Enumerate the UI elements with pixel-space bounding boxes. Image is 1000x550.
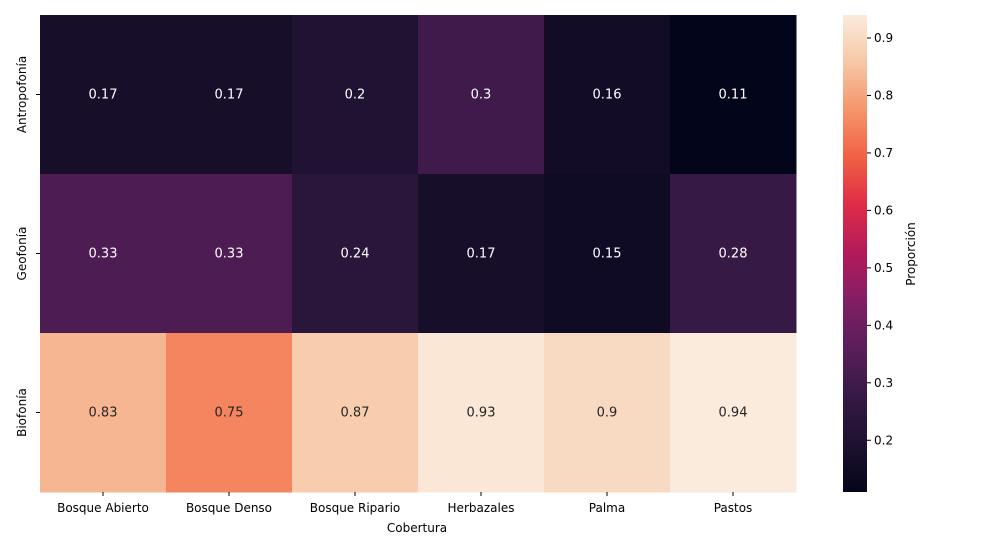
x-tick-label: Bosque Ripario — [310, 501, 401, 515]
colorbar-tick-label: 0.2 — [874, 433, 893, 447]
heatmap-cell — [292, 15, 419, 175]
cell-value-label: 0.17 — [89, 88, 118, 103]
x-axis: Bosque Abierto Bosque Denso Bosque Ripario… — [57, 492, 752, 515]
x-tick-label: Palma — [589, 501, 625, 515]
heatmap-cell — [40, 333, 167, 493]
y-tick-label: Geofonía — [15, 227, 29, 281]
heatmap-cell — [544, 333, 671, 493]
heatmap-cell — [418, 174, 545, 334]
colorbar-tick-label: 0.4 — [874, 318, 893, 332]
cell-value-label: 0.93 — [467, 406, 496, 421]
cell-value-label: 0.33 — [89, 247, 118, 262]
cell-value-label: 0.94 — [719, 406, 748, 421]
heatmap-cell — [292, 333, 419, 493]
heatmap-cell — [40, 174, 167, 334]
heatmap-cell — [166, 15, 293, 175]
heatmap-cell — [544, 15, 671, 175]
cell-value-label: 0.17 — [215, 88, 244, 103]
cell-value-label: 0.87 — [341, 406, 370, 421]
cell-value-label: 0.16 — [593, 88, 622, 103]
cell-value-label: 0.17 — [467, 247, 496, 262]
heatmap-cells — [40, 15, 797, 493]
x-tick-label: Bosque Abierto — [57, 501, 149, 515]
y-tick-label: Biofonía — [15, 388, 29, 437]
cell-value-label: 0.2 — [345, 88, 366, 103]
colorbar — [843, 15, 867, 492]
colorbar-tick-label: 0.3 — [874, 376, 893, 390]
cell-value-label: 0.33 — [215, 247, 244, 262]
heatmap-cell — [292, 174, 419, 334]
y-tick-label: Antropofonía — [15, 56, 29, 133]
heatmap-cell — [670, 15, 797, 175]
x-tick-label: Pastos — [714, 501, 753, 515]
heatmap-cell — [418, 333, 545, 493]
cell-value-label: 0.15 — [593, 247, 622, 262]
heatmap-cell — [418, 15, 545, 175]
cell-value-label: 0.75 — [215, 406, 244, 421]
colorbar-tick-label: 0.5 — [874, 261, 893, 275]
heatmap-cell — [670, 174, 797, 334]
cell-value-label: 0.24 — [341, 247, 370, 262]
cell-value-label: 0.9 — [597, 406, 618, 421]
colorbar-label: Proporción — [904, 222, 918, 286]
heatmap-cell — [670, 333, 797, 493]
x-tick-label: Herbazales — [448, 501, 515, 515]
heatmap-cell — [166, 174, 293, 334]
colorbar-tick-label: 0.8 — [874, 88, 893, 102]
colorbar-tick-label: 0.7 — [874, 146, 893, 160]
cell-value-label: 0.11 — [719, 88, 748, 103]
y-axis: Antropofonía Geofonía Biofonía — [15, 56, 40, 437]
colorbar-tick-label: 0.6 — [874, 203, 893, 217]
cell-value-labels: 0.17 0.17 0.2 0.3 0.16 0.11 0.33 0.33 0.24 0.17 0.… — [89, 88, 748, 421]
cell-value-label: 0.83 — [89, 406, 118, 421]
heatmap-cell — [40, 15, 167, 175]
colorbar-axis: 0.2 0.3 0.4 0.5 0.6 0.7 0.8 0.9 — [867, 31, 893, 447]
cell-value-label: 0.28 — [719, 247, 748, 262]
colorbar-tick-label: 0.9 — [874, 31, 893, 45]
heatmap-cell — [166, 333, 293, 493]
heatmap-cell — [544, 174, 671, 334]
x-tick-label: Bosque Denso — [186, 501, 272, 515]
cell-value-label: 0.3 — [471, 88, 492, 103]
x-axis-label: Cobertura — [387, 521, 447, 535]
